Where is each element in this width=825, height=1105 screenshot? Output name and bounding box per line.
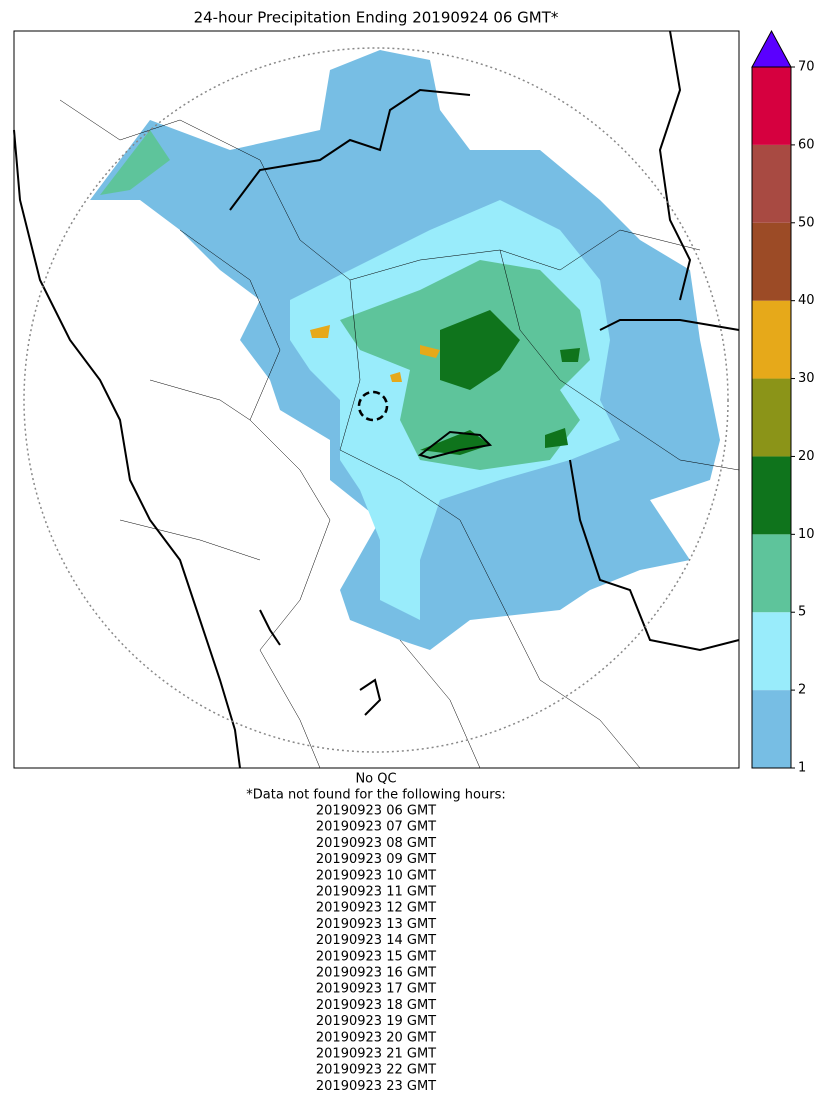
map-frame [13, 30, 740, 769]
colorbar-segment [752, 222, 791, 301]
missing-hour: 20190923 23 GMT [316, 1079, 436, 1094]
colorbar-tick-label: 5 [798, 605, 806, 620]
precip-area [100, 130, 170, 195]
colorbar-segment [752, 67, 791, 145]
colorbar-tick-label: 10 [798, 527, 815, 542]
colorbar-tick-label: 2 [798, 683, 806, 698]
missing-hour: 20190923 08 GMT [316, 836, 436, 851]
colorbar-tick-label: 40 [798, 293, 815, 308]
missing-hour: 20190923 17 GMT [316, 982, 436, 997]
colorbar-segment [752, 690, 791, 768]
title: 24-hour Precipitation Ending 20190924 06… [194, 9, 559, 27]
colorbar-tick-label: 20 [798, 449, 815, 464]
notes: No QC*Data not found for the following h… [246, 772, 505, 1094]
missing-hour: 20190923 15 GMT [316, 949, 436, 964]
radar-range [23, 47, 729, 753]
colorbar-frame [751, 66, 792, 769]
precip-area [310, 325, 440, 382]
missing-hour: 20190923 11 GMT [316, 885, 436, 900]
colorbar: 1 2 5 10 20 30 40 50 60 70 [751, 29, 815, 776]
missing-hour: 20190923 18 GMT [316, 998, 436, 1013]
missing-hour: 20190923 12 GMT [316, 901, 436, 916]
missing-hour: 20190923 10 GMT [316, 868, 436, 883]
missing-hour: 20190923 22 GMT [316, 1063, 436, 1078]
missing-hour: 20190923 09 GMT [316, 852, 436, 867]
missing-hour: 20190923 19 GMT [316, 1014, 436, 1029]
colorbar-segment [752, 456, 791, 535]
map [13, 30, 740, 769]
district-borders [59, 99, 740, 769]
missing-hour: 20190923 07 GMT [316, 820, 436, 835]
colorbar-tick-label: 30 [798, 371, 815, 386]
colorbar-extension [751, 29, 792, 68]
radar-site [357, 390, 389, 422]
precip-area [420, 310, 580, 455]
missing-hour: 20190923 16 GMT [316, 966, 436, 981]
note: *Data not found for the following hours: [246, 788, 505, 803]
colorbar-tick-label: 50 [798, 215, 815, 230]
missing-hour: 20190923 14 GMT [316, 933, 436, 948]
missing-hour: 20190923 20 GMT [316, 1030, 436, 1045]
missing-hour: 20190923 06 GMT [316, 804, 436, 819]
colorbar-segment [752, 612, 791, 691]
colorbar-segment [752, 300, 791, 379]
colorbar-tick-label: 60 [798, 137, 815, 152]
missing-hour: 20190923 21 GMT [316, 1047, 436, 1062]
state-borders [13, 30, 740, 769]
colorbar-tick-label: 70 [798, 60, 815, 75]
colorbar-segment [752, 534, 791, 613]
colorbar-segment [752, 144, 791, 223]
note: No QC [355, 772, 396, 787]
missing-hour: 20190923 13 GMT [316, 917, 436, 932]
colorbar-segment [752, 378, 791, 457]
colorbar-tick-label: 1 [798, 761, 806, 776]
